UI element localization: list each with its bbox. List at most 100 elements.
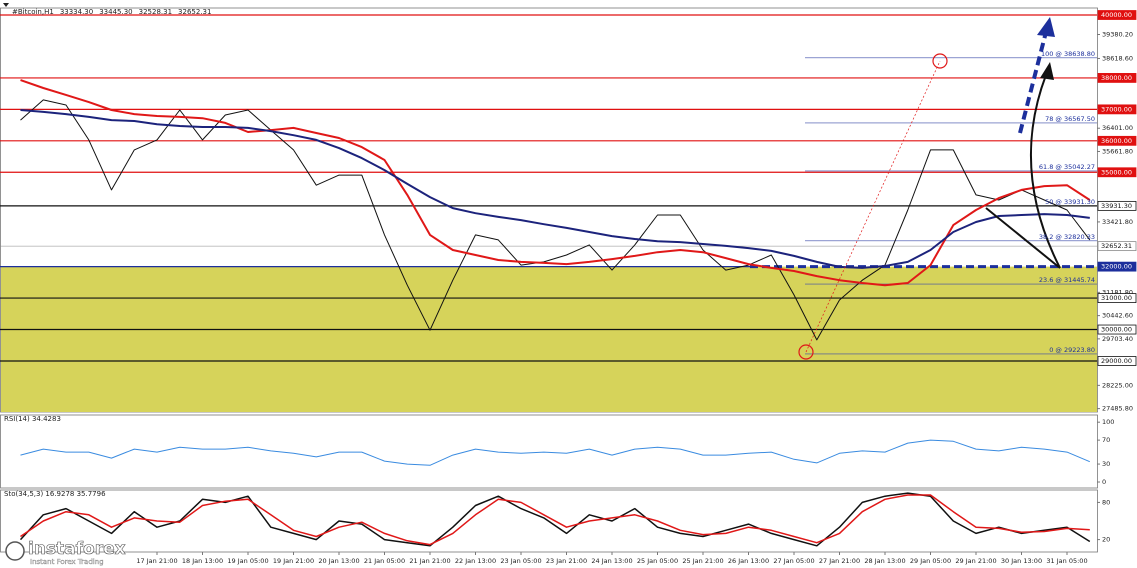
x-tick-label: 26 Jan 13:00 <box>728 557 769 565</box>
x-tick-label: 17 Jan 21:00 <box>136 557 177 565</box>
level-label-box <box>1097 200 1137 211</box>
series-line <box>19 492 1091 547</box>
level-label: 38000.00 <box>1101 74 1132 82</box>
series-line <box>20 79 1091 287</box>
series-line <box>20 99 1091 341</box>
level-label: 37000.00 <box>1101 105 1132 113</box>
header-value: 33445.30 <box>99 8 132 16</box>
y-tick-label: 36401.00 <box>1102 124 1133 132</box>
level-label-box <box>1097 135 1137 146</box>
x-tick-label: 21 Jan 05:00 <box>364 557 405 565</box>
series-line <box>20 109 1090 269</box>
y-tick-label: 0 <box>1102 478 1106 486</box>
x-tick-label: 19 Jan 21:00 <box>273 557 314 565</box>
level-label-box <box>1097 324 1137 335</box>
level-label: 35000.00 <box>1101 168 1132 176</box>
level-label-box <box>1097 104 1137 115</box>
fib-label: 0 @ 29223.80 <box>1049 346 1095 354</box>
header-value: 32528.31 <box>139 8 172 16</box>
series-line <box>20 494 1090 546</box>
target-arrow <box>1018 31 1048 134</box>
y-tick-label: 20 <box>1102 536 1110 544</box>
x-tick-label: 21 Jan 21:00 <box>409 557 450 565</box>
fib-label: 78 @ 36567.50 <box>1045 115 1095 123</box>
y-tick-label: 29703.40 <box>1102 335 1133 343</box>
level-label-box <box>1097 261 1137 272</box>
y-tick-label: 33421.80 <box>1102 218 1133 226</box>
level-label: 29000.00 <box>1101 357 1132 365</box>
y-tick-label: 39380.20 <box>1102 31 1133 39</box>
fib-label: 23.6 @ 31445.74 <box>1039 276 1095 284</box>
path-arrow <box>1029 74 1061 269</box>
header-value: 33334.30 <box>60 8 93 16</box>
y-tick-label: 70 <box>1102 436 1110 444</box>
title-text: RSI(14) 34.4283 <box>4 415 61 423</box>
x-tick-label: 20 Jan 13:00 <box>318 557 359 565</box>
menu-icon <box>3 3 9 7</box>
header-value: 32652.31 <box>178 8 211 16</box>
logo-icon <box>5 541 25 561</box>
panel-frame <box>0 414 1098 489</box>
logo-tagline: Instant Forex Trading <box>30 558 104 566</box>
support-zone <box>1 266 1097 412</box>
fib-trend <box>805 60 941 353</box>
title-text: Sto(34,5,3) 16.9278 35.7796 <box>4 490 106 498</box>
x-tick-label: 25 Jan 05:00 <box>637 557 678 565</box>
y-tick-label: 100 <box>1102 418 1114 426</box>
level-label: 32652.31 <box>1101 242 1132 250</box>
path-arrow <box>985 207 1061 269</box>
x-tick-label: 27 Jan 21:00 <box>819 557 860 565</box>
low-marker <box>798 344 814 360</box>
x-tick-label: 24 Jan 13:00 <box>591 557 632 565</box>
level-label-box <box>1097 73 1137 83</box>
level-label-box <box>1097 241 1137 252</box>
x-tick-label: 23 Jan 05:00 <box>500 557 541 565</box>
overlay-layer: 100 @ 38638.80 78 @ 36567.50 61.8 @ 35042.… <box>3 3 1137 498</box>
level-label-box <box>1097 293 1137 303</box>
y-tick-label: 27485.80 <box>1102 405 1133 413</box>
level-label: 30000.00 <box>1101 326 1132 334</box>
logo: instaforex Instant Forex Trading <box>5 539 126 566</box>
arrow-head <box>1037 17 1055 37</box>
panel-title: Sto(34,5,3) 16.9278 35.7796 <box>4 490 106 498</box>
panel-title: #Bitcoin,H1 33334.30 33445.30 32528.31 32652… <box>12 8 211 16</box>
x-tick-label: 31 Jan 05:00 <box>1046 557 1087 565</box>
x-tick-label: 29 Jan 21:00 <box>955 557 996 565</box>
title-text: #Bitcoin,H1 <box>12 8 54 16</box>
series-line <box>20 439 1090 466</box>
x-tick-label: 23 Jan 21:00 <box>546 557 587 565</box>
x-tick-label: 30 Jan 13:00 <box>1001 557 1042 565</box>
fib-label: 38.2 @ 32820.33 <box>1039 233 1095 241</box>
fib-label: 50 @ 33931.30 <box>1045 198 1095 206</box>
x-tick-label: 28 Jan 13:00 <box>864 557 905 565</box>
y-tick-label: 38618.60 <box>1102 54 1133 62</box>
panel-title: RSI(14) 34.4283 <box>4 415 61 423</box>
level-label: 31000.00 <box>1101 294 1132 302</box>
panel-frame <box>0 489 1098 553</box>
logo-name: instaforex <box>28 539 126 559</box>
x-tick-label: 19 Jan 05:00 <box>227 557 268 565</box>
x-tick-label: 18 Jan 13:00 <box>182 557 223 565</box>
x-tick-label: 22 Jan 13:00 <box>455 557 496 565</box>
plot-layer: 39380.20 38618.60 36401.00 35661.80 33421.80… <box>0 7 1133 565</box>
y-tick-label: 30442.60 <box>1102 312 1133 320</box>
arrow-head <box>1040 62 1054 80</box>
y-tick-label: 31181.80 <box>1102 288 1133 296</box>
level-label: 40000.00 <box>1101 11 1132 19</box>
level-label-box <box>1097 10 1137 20</box>
level-label: 33931.30 <box>1101 202 1132 210</box>
y-tick-label: 80 <box>1102 498 1110 506</box>
level-label: 32000.00 <box>1101 263 1132 271</box>
y-tick-label: 28225.00 <box>1102 381 1133 389</box>
high-marker <box>932 53 948 69</box>
level-label-box <box>1097 356 1137 366</box>
level-label: 36000.00 <box>1101 137 1132 145</box>
x-tick-label: 29 Jan 05:00 <box>910 557 951 565</box>
fib-label: 61.8 @ 35042.27 <box>1039 163 1095 171</box>
x-tick-label: 27 Jan 05:00 <box>773 557 814 565</box>
x-tick-label: 25 Jan 21:00 <box>682 557 723 565</box>
fib-label: 100 @ 38638.80 <box>1041 50 1095 58</box>
level-label-box <box>1097 167 1137 178</box>
y-tick-label: 35661.80 <box>1102 147 1133 155</box>
